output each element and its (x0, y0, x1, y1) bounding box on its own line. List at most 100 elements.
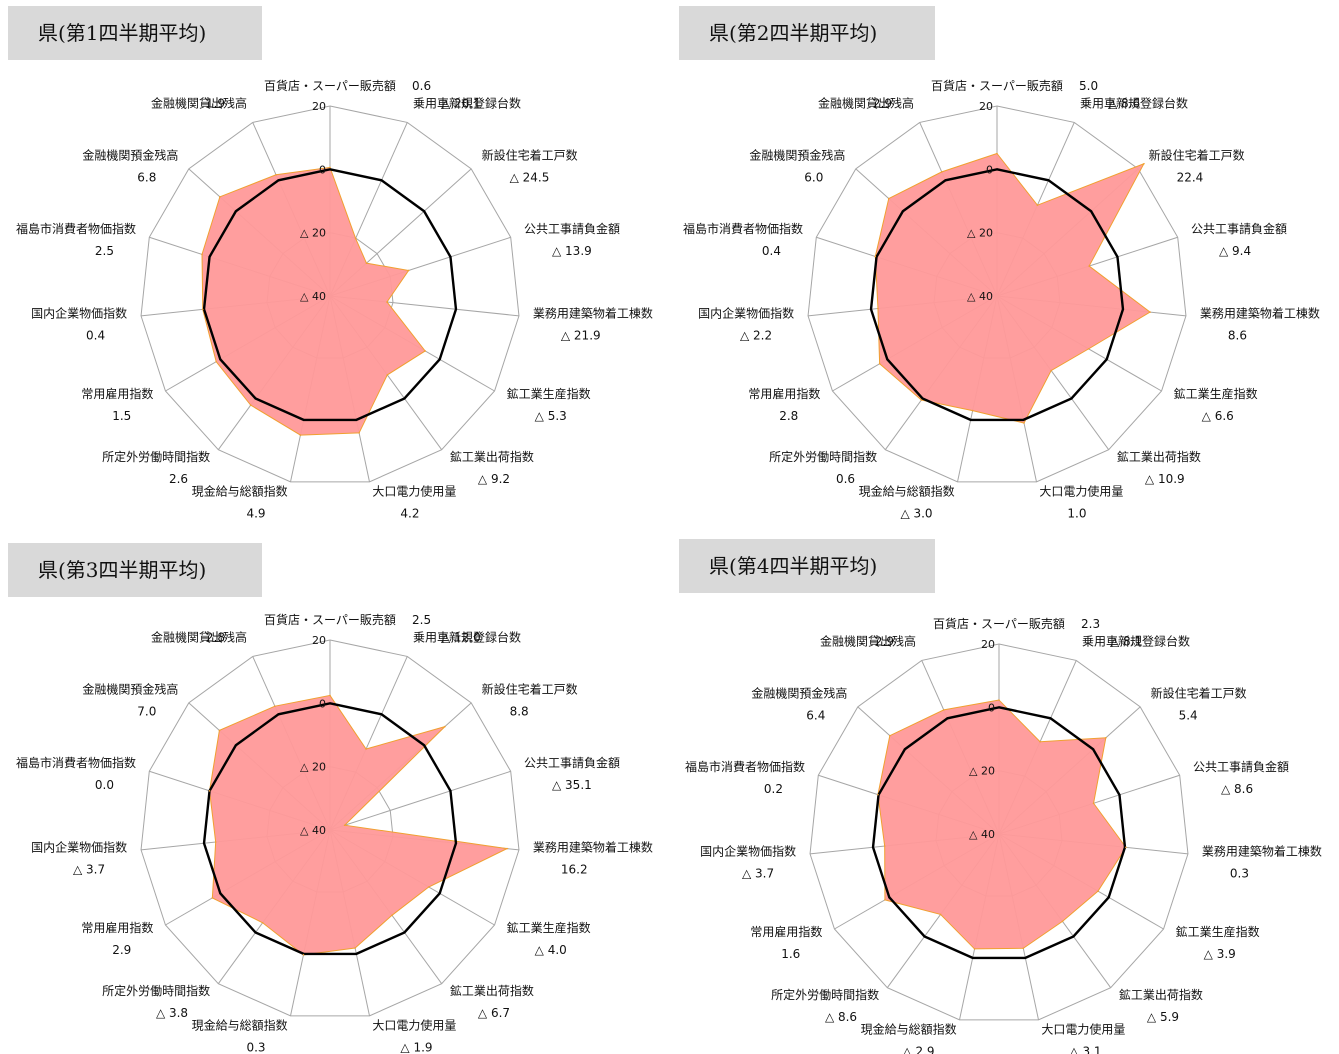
data-point (1050, 369, 1052, 372)
category-label: 金融機関貸出残高 (151, 96, 247, 111)
radar-panel-q3: 県(第3四半期平均) 20 0 △ 20 △ 40 百貨店・スーパー販売額 2.5 乗用車新… (0, 527, 669, 1054)
data-value-label: 0.3 (246, 1041, 265, 1054)
data-point (920, 399, 923, 401)
category-label: 国内企業物価指数 (698, 305, 794, 320)
data-series-area (201, 166, 426, 436)
data-point (365, 262, 368, 264)
data-value-label: △ 9.2 (478, 472, 510, 486)
category-label-group: 鉱工業出荷指数 △ 6.7 (450, 983, 534, 1020)
data-value-label: 5.0 (1079, 79, 1098, 93)
data-point (1022, 947, 1025, 950)
data-value-label: 6.0 (804, 170, 823, 184)
data-point (302, 954, 305, 956)
data-point (444, 725, 446, 728)
category-label: 大口電力使用量 (372, 1018, 456, 1033)
category-label-group: 百貨店・スーパー販売額 5.0 (931, 78, 1098, 93)
category-label-group: 乗用車新規登録台数△ 20.1 (413, 96, 521, 111)
panel-title: 県(第4四半期平均) (679, 539, 935, 593)
data-value-label: 0.3 (1230, 866, 1249, 880)
tick-label: △ 20 (300, 761, 326, 774)
data-point (208, 790, 211, 792)
category-label: 所定外労働時間指数 (771, 987, 879, 1002)
data-value-label: 2.3 (1081, 617, 1100, 631)
category-label: 金融機関貸出残高 (151, 630, 247, 645)
data-point (878, 362, 881, 365)
data-point (201, 308, 204, 311)
category-label: 福島市消費者物価指数 (685, 759, 805, 774)
category-label-group: 公共工事請負金額 △ 9.4 (1191, 221, 1287, 258)
category-label-group: 百貨店・スーパー販売額 2.5 (264, 612, 431, 627)
category-label-group: 現金給与総額指数 0.3 (192, 1018, 288, 1054)
category-label: 福島市消費者物価指数 (16, 221, 136, 236)
category-label-group: 乗用車新規登録台数△ 12.0 (413, 630, 521, 645)
data-point (261, 921, 264, 924)
data-value-label: 4.9 (246, 507, 265, 521)
category-label-group: 国内企業物価指数 △ 2.2 (698, 305, 794, 342)
grid-ring (807, 105, 1187, 483)
category-label: 金融機関預金残高 (82, 681, 178, 696)
data-value-label: △ 8.6 (1108, 97, 1140, 111)
category-label: 常用雇用指数 (81, 386, 153, 401)
tick-label: 20 (312, 634, 326, 647)
data-value-label: △ 13.9 (552, 244, 592, 258)
baseline-zero-ring (871, 706, 1127, 960)
category-label: 乗用車新規登録台数 (1082, 634, 1190, 649)
data-value-label: △ 2.2 (740, 328, 772, 342)
data-value-label: △ 3.7 (73, 862, 105, 876)
tick-label: 20 (312, 100, 326, 113)
category-label: 公共工事請負金額 (1193, 759, 1289, 774)
radar-chart-q2: 20 0 △ 20 △ 40 百貨店・スーパー販売額 5.0 乗用車新規登録台数△ 8.6 新… (683, 78, 1320, 521)
data-value-label: △ 3.8 (156, 1006, 188, 1020)
data-value-label: 4.2 (400, 507, 419, 521)
category-label-group: 福島市消費者物価指数 0.4 (683, 221, 803, 258)
category-label-group: 鉱工業生産指数 △ 5.3 (507, 386, 591, 423)
category-label-group: 鉱工業出荷指数 △ 9.2 (450, 449, 534, 486)
tick-label: △ 40 (967, 290, 993, 303)
data-point (971, 409, 974, 412)
category-label: 業務用建築物着工棟数 (533, 839, 653, 854)
data-value-label: 2.8 (206, 631, 225, 645)
data-point (354, 947, 356, 949)
data-value-label: △ 5.3 (535, 409, 567, 423)
data-value-label: 2.6 (169, 472, 188, 486)
data-value-label: 5.4 (1179, 708, 1198, 722)
category-label: 金融機関預金残高 (751, 685, 847, 700)
category-label: 鉱工業生産指数 (507, 920, 591, 935)
category-label: 新設住宅着工戸数 (482, 147, 578, 162)
data-point (1023, 422, 1025, 424)
data-point (940, 171, 943, 173)
data-value-label: △ 2.9 (902, 1045, 934, 1054)
category-label: 福島市消費者物価指数 (16, 755, 136, 770)
category-label-group: 常用雇用指数 2.9 (81, 920, 153, 957)
radar-chart-q4: 20 0 △ 20 △ 40 百貨店・スーパー販売額 2.3 乗用車新規登録台数△ 8.1 新… (685, 616, 1322, 1054)
category-label-group: 鉱工業出荷指数 △ 10.9 (1117, 449, 1201, 486)
data-point (887, 197, 890, 200)
data-point (883, 845, 886, 847)
tick-label: △ 20 (300, 227, 326, 240)
data-value-label: 0.4 (762, 244, 781, 258)
tick-label: 0 (319, 697, 326, 710)
category-label: 業務用建築物着工棟数 (533, 305, 653, 320)
category-label-group: 現金給与総額指数 △ 2.9 (861, 1022, 957, 1054)
category-label-group: 業務用建築物着工棟数 0.3 (1202, 843, 1322, 880)
data-point (215, 360, 217, 363)
category-label: 常用雇用指数 (81, 920, 153, 935)
data-value-label: 0.6 (836, 472, 855, 486)
data-point (942, 709, 945, 711)
category-label: 鉱工業出荷指数 (450, 983, 534, 998)
category-label-group: 所定外労働時間指数 2.6 (102, 449, 210, 486)
grid-ring (140, 105, 520, 483)
category-label: 金融機関貸出残高 (820, 634, 916, 649)
data-series-area (874, 152, 1151, 424)
data-point (299, 434, 302, 436)
data-point (365, 748, 367, 750)
category-label-group: 公共工事請負金額 △ 8.6 (1193, 759, 1289, 796)
data-point (275, 173, 277, 176)
panel-title: 県(第1四半期平均) (8, 6, 262, 60)
category-label: 百貨店・スーパー販売額 (264, 612, 396, 627)
data-value-label: 2.9 (873, 97, 892, 111)
data-point (884, 899, 886, 901)
category-label-group: 鉱工業生産指数 △ 3.9 (1176, 924, 1260, 961)
data-point (329, 694, 331, 697)
